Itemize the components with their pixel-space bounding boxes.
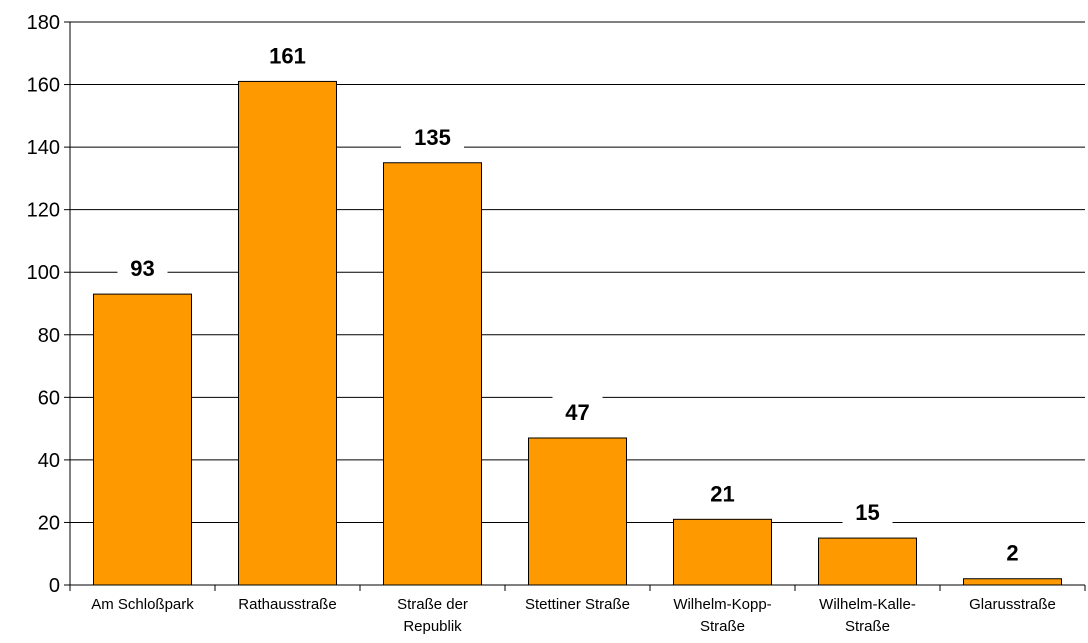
x-tick-label: Stettiner Straße xyxy=(525,596,630,613)
x-tick-label-line: Straße xyxy=(700,618,745,635)
x-tick-label: Am Schloßpark xyxy=(91,596,194,613)
x-tick-label-line: Glarusstraße xyxy=(969,596,1056,613)
x-tick-label: Straße der Republik xyxy=(397,596,468,635)
x-tick-label: Rathausstraße xyxy=(238,596,336,613)
bar xyxy=(528,437,627,586)
y-tick-label: 140 xyxy=(27,137,60,159)
y-tick-label: 60 xyxy=(38,387,60,409)
y-tick-label: 40 xyxy=(38,450,60,472)
x-tick-label-line: Straße der xyxy=(397,596,468,613)
data-label-background xyxy=(552,395,603,426)
bars xyxy=(93,80,1062,586)
y-tick-label: 160 xyxy=(27,75,60,97)
x-tick-label-line: Straße xyxy=(845,618,890,635)
x-tick-label-line: Wilhelm-Kalle- xyxy=(819,596,916,613)
data-label-background xyxy=(256,39,319,70)
data-label-background xyxy=(697,477,748,508)
x-tick-label: Glarusstraße xyxy=(969,596,1056,613)
data-label: 2 xyxy=(1006,541,1018,566)
data-label: 15 xyxy=(855,500,879,525)
y-tick-label: 20 xyxy=(38,512,60,534)
x-tick-label-line: Republik xyxy=(403,618,462,635)
data-label-background xyxy=(401,120,464,151)
bar xyxy=(673,518,772,586)
data-label: 93 xyxy=(130,256,154,281)
data-label: 47 xyxy=(565,400,589,425)
bar xyxy=(238,80,337,586)
bar xyxy=(383,162,482,586)
y-tick-label: 180 xyxy=(27,12,60,34)
tick-labels: 0 20 40 60 80 100 120 140 160 180 Am Schloßpark Rat… xyxy=(27,12,1056,635)
axes xyxy=(64,21,1086,591)
x-tick-label: Wilhelm-Kopp- Straße xyxy=(673,596,771,635)
data-label-background xyxy=(117,252,168,283)
data-label: 21 xyxy=(710,481,734,506)
x-tick-label-line: Wilhelm-Kopp- xyxy=(673,596,771,613)
data-label-background xyxy=(994,536,1031,567)
data-labels: 93 161 135 47 21 15 2 xyxy=(117,39,1031,567)
data-label: 135 xyxy=(414,125,451,150)
y-tick-label: 0 xyxy=(49,575,60,597)
x-tick-label-line: Stettiner Straße xyxy=(525,596,630,613)
y-tick-label: 100 xyxy=(27,262,60,284)
bar xyxy=(818,537,917,586)
x-tick-label-line: Rathausstraße xyxy=(238,596,336,613)
x-tick-label-line: Am Schloßpark xyxy=(91,596,194,613)
y-tick-label: 120 xyxy=(27,200,60,222)
data-label-background xyxy=(842,496,893,527)
bar xyxy=(963,578,1062,586)
bar xyxy=(93,293,192,586)
y-tick-label: 80 xyxy=(38,325,60,347)
data-label: 161 xyxy=(269,43,306,68)
x-tick-label: Wilhelm-Kalle- Straße xyxy=(819,596,916,635)
